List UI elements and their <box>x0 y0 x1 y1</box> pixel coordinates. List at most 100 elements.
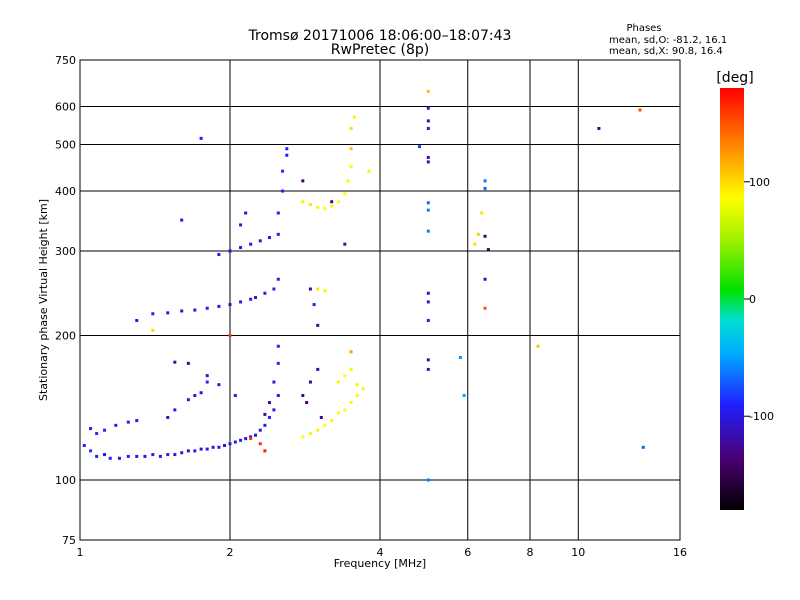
y-tick-label: 300 <box>55 245 76 258</box>
scatter-point <box>180 218 184 222</box>
scatter-point <box>462 394 466 398</box>
scatter-point <box>349 401 353 405</box>
scatter-point <box>135 419 139 423</box>
scatter-point <box>217 304 221 308</box>
scatter-point <box>276 344 280 348</box>
scatter-point <box>308 287 312 291</box>
x-tick-label: 2 <box>227 546 234 559</box>
scatter-point <box>367 169 371 173</box>
scatter-point <box>319 415 323 419</box>
scatter-point <box>426 367 430 371</box>
scatter-point <box>267 236 271 240</box>
scatter-point <box>253 433 257 437</box>
scatter-point <box>476 232 480 236</box>
scatter-point <box>349 164 353 168</box>
scatter-point <box>349 367 353 371</box>
scatter-point <box>126 420 130 424</box>
scatter-point <box>301 200 305 204</box>
scatter-point <box>426 126 430 130</box>
colorbar-tick-label: -100 <box>749 410 774 423</box>
scatter-point <box>641 445 645 449</box>
scatter-point <box>117 456 121 460</box>
scatter-point <box>151 312 155 316</box>
scatter-point <box>193 449 197 453</box>
scatter-point <box>186 361 190 365</box>
scatter-point <box>343 374 347 378</box>
scatter-point <box>186 398 190 402</box>
chart-title: Tromsø 20171006 18:06:00–18:07:43 <box>248 28 512 44</box>
scatter-point <box>103 428 107 432</box>
scatter-point <box>217 445 221 449</box>
scatter-point <box>217 253 221 257</box>
scatter-point <box>244 437 248 441</box>
scatter-point <box>95 454 99 458</box>
scatter-point <box>426 155 430 159</box>
scatter-point <box>349 126 353 130</box>
scatter-point <box>263 412 267 416</box>
scatter-point <box>343 242 347 246</box>
scatter-point <box>253 296 257 300</box>
scatter-point <box>330 419 334 423</box>
scatter-point <box>276 394 280 398</box>
scatter-point <box>323 423 327 427</box>
scatter-point <box>426 229 430 233</box>
scatter-point <box>308 202 312 206</box>
scatter-point <box>426 201 430 205</box>
scatter-point <box>316 367 320 371</box>
x-tick-label: 4 <box>377 546 384 559</box>
colorbar <box>720 88 744 510</box>
scatter-point <box>316 428 320 432</box>
scatter-point <box>473 242 477 246</box>
scatter-point <box>95 432 99 436</box>
scatter-point <box>228 303 232 307</box>
scatter-point <box>239 246 243 250</box>
scatter-point <box>638 108 642 112</box>
scatter-point <box>426 119 430 123</box>
y-tick-label: 750 <box>55 54 76 67</box>
scatter-point <box>349 147 353 151</box>
scatter-point <box>285 147 289 151</box>
scatter-point <box>249 435 253 439</box>
scatter-point <box>343 408 347 412</box>
scatter-point <box>108 456 112 460</box>
scatter-point <box>228 334 232 338</box>
scatter-point <box>336 200 340 204</box>
scatter-point <box>258 442 262 446</box>
scatter-point <box>316 287 320 291</box>
scatter-point <box>173 408 177 412</box>
scatter-point <box>199 391 203 395</box>
scatter-point <box>301 394 305 398</box>
scatter-point <box>355 383 359 387</box>
scatter-point <box>276 211 280 215</box>
x-tick-label: 1 <box>77 546 84 559</box>
scatter-point <box>426 478 430 482</box>
scatter-point <box>228 442 232 446</box>
scatter-point <box>483 277 487 281</box>
scatter-point <box>276 277 280 281</box>
scatter-point <box>158 454 162 458</box>
scatter-point <box>272 287 276 291</box>
scatter-point <box>267 401 271 405</box>
colorbar-label: [deg] <box>716 70 753 86</box>
y-tick-label: 200 <box>55 330 76 343</box>
scatter-point <box>336 411 340 415</box>
scatter-point <box>263 291 267 295</box>
scatter-point <box>276 361 280 365</box>
scatter-point <box>205 306 209 310</box>
scatter-point <box>135 318 139 322</box>
scatter-point <box>193 308 197 312</box>
scatter-point <box>233 440 237 444</box>
scatter-point <box>205 380 209 384</box>
scatter-point <box>223 444 227 448</box>
scatter-point <box>151 328 155 332</box>
scatter-point <box>143 454 147 458</box>
scatter-point <box>308 380 312 384</box>
scatter-point <box>316 205 320 209</box>
scatter-point <box>305 401 309 405</box>
scatter-point <box>114 423 118 427</box>
scatter-point <box>249 437 253 441</box>
chart-subtitle: RwPretec (8p) <box>331 42 429 58</box>
y-tick-label: 400 <box>55 185 76 198</box>
scatter-point <box>483 234 487 238</box>
x-axis-label: Frequency [MHz] <box>334 557 426 570</box>
